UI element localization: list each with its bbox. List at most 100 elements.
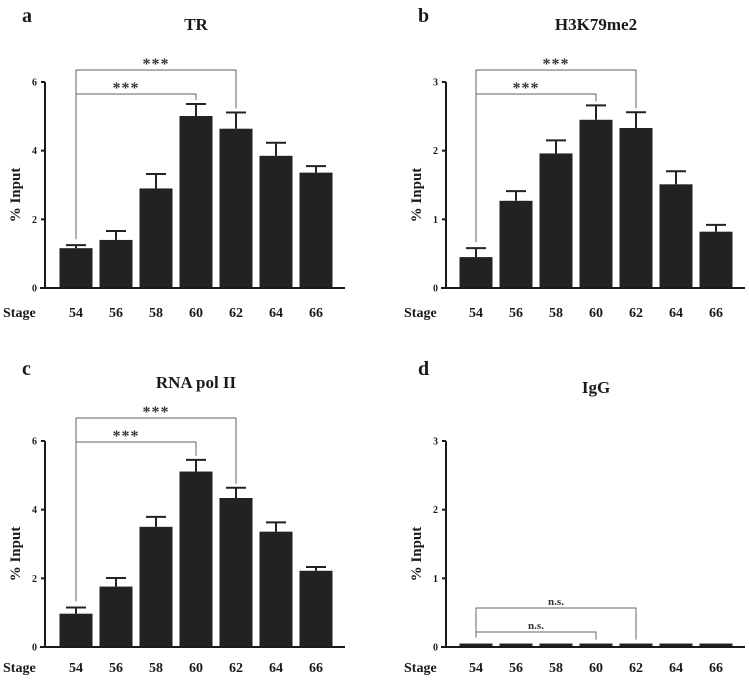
significance-bracket (75, 69, 237, 240)
x-tick-label: 54 (69, 306, 83, 321)
x-tick-label: 64 (669, 306, 683, 321)
x-tick-label: 60 (589, 661, 603, 676)
bar-58 (539, 643, 573, 647)
significance-label: *** (113, 428, 140, 445)
y-tick-label: 1 (433, 215, 438, 226)
x-tick-label: 66 (309, 661, 323, 676)
x-tick-label: 58 (549, 661, 563, 676)
bar-60 (579, 119, 613, 289)
x-tick-label: 66 (709, 661, 723, 676)
significance-label: *** (113, 80, 140, 97)
significance-bracket (75, 417, 237, 602)
chart-title: TR (184, 15, 208, 34)
x-tick-label: 56 (509, 661, 523, 676)
x-tick-label: 58 (149, 661, 163, 676)
bar-58 (139, 526, 173, 647)
x-tick-label: 62 (629, 306, 643, 321)
x-axis-label: Stage (3, 661, 36, 676)
bar-66 (699, 231, 733, 288)
x-tick-label: 54 (469, 661, 483, 676)
x-tick-label: 64 (269, 661, 283, 676)
chart-title: RNA pol II (156, 373, 237, 392)
y-tick-label: 6 (32, 437, 37, 448)
x-tick-label: 58 (549, 306, 563, 321)
bar-64 (659, 184, 693, 288)
x-tick-label: 64 (269, 306, 283, 321)
y-tick-label: 0 (433, 284, 438, 295)
y-axis-label: % Input (409, 527, 425, 582)
bar-62 (619, 643, 653, 647)
bar-66 (299, 172, 333, 288)
y-tick-label: 3 (433, 78, 438, 89)
chart-title: H3K79me2 (555, 15, 637, 34)
x-tick-label: 62 (229, 661, 243, 676)
bar-58 (139, 188, 173, 288)
bar-60 (579, 643, 613, 647)
bar-56 (99, 586, 133, 647)
bar-64 (259, 155, 293, 288)
y-axis-label: % Input (409, 168, 425, 223)
bar-58 (539, 153, 573, 288)
x-tick-label: 56 (509, 306, 523, 321)
bar-60 (179, 471, 213, 647)
significance-bracket (75, 93, 197, 240)
y-tick-label: 4 (32, 146, 37, 157)
bar-54 (59, 248, 93, 288)
y-tick-label: 2 (32, 574, 37, 585)
bar-54 (59, 613, 93, 647)
panel-letter: c (22, 358, 31, 380)
x-axis-label: Stage (3, 306, 36, 321)
y-tick-label: 0 (433, 643, 438, 654)
bar-64 (259, 531, 293, 647)
y-tick-label: 4 (32, 505, 37, 516)
bar-66 (699, 643, 733, 647)
x-tick-label: 56 (109, 661, 123, 676)
x-tick-label: 60 (589, 306, 603, 321)
bar-60 (179, 115, 213, 289)
x-tick-label: 62 (229, 306, 243, 321)
x-tick-label: 62 (629, 661, 643, 676)
x-tick-label: 66 (309, 306, 323, 321)
significance-bracket (475, 607, 637, 640)
panel-b: b H3K79me2 % Input 0 1 2 3 Stage 54 56 58 60 62 64 66 *… (404, 5, 745, 321)
bar-62 (219, 128, 253, 288)
bar-54 (459, 643, 493, 647)
x-tick-label: 64 (669, 661, 683, 676)
x-tick-label: 54 (469, 306, 483, 321)
panel-d: d IgG % Input 0 1 2 3 Stage 54 56 58 60 62 64 66 n.s. n.… (404, 358, 745, 676)
panel-letter: d (418, 358, 429, 380)
panel-c: c RNA pol II % Input 0 2 4 6 Stage 54 56 58 60 62 64 6… (3, 358, 345, 676)
x-tick-label: 58 (149, 306, 163, 321)
y-axis-label: % Input (8, 527, 24, 582)
y-axis-label: % Input (8, 168, 24, 223)
bar-62 (219, 497, 253, 647)
significance-label: *** (543, 56, 570, 73)
chart-title: IgG (582, 378, 610, 397)
bar-56 (99, 239, 133, 288)
x-tick-label: 60 (189, 306, 203, 321)
significance-label: *** (143, 56, 170, 73)
x-tick-label: 60 (189, 661, 203, 676)
y-tick-label: 2 (433, 505, 438, 516)
significance-label: *** (513, 80, 540, 97)
y-tick-label: 0 (32, 643, 37, 654)
significance-bracket (475, 69, 637, 243)
significance-label: n.s. (528, 620, 544, 632)
y-tick-label: 6 (32, 78, 37, 89)
bar-62 (619, 128, 653, 288)
x-tick-label: 56 (109, 306, 123, 321)
x-axis-label: Stage (404, 306, 437, 321)
significance-label: n.s. (548, 596, 564, 608)
bar-56 (499, 200, 533, 288)
x-tick-label: 66 (709, 306, 723, 321)
y-tick-label: 1 (433, 574, 438, 585)
panel-a: a TR % Input 0 2 4 6 Stage 54 56 58 60 62 64 66 ****** (3, 5, 345, 321)
bar-54 (459, 257, 493, 288)
bar-64 (659, 643, 693, 647)
bar-66 (299, 570, 333, 647)
y-tick-label: 3 (433, 437, 438, 448)
significance-bracket (475, 93, 597, 243)
x-axis-label: Stage (404, 661, 437, 676)
significance-bracket (75, 441, 197, 602)
